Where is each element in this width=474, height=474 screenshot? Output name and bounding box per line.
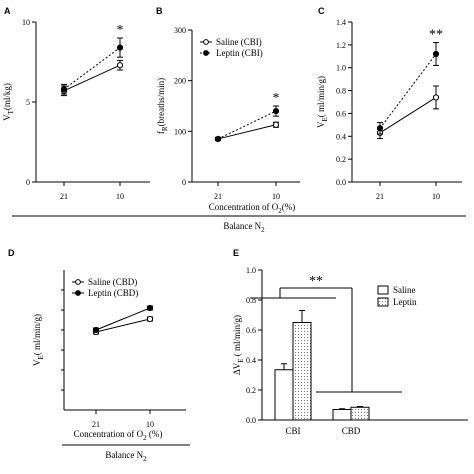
panel-d-series-0-line: [95, 318, 151, 333]
panel-b-y-tick-label: 0: [182, 178, 186, 187]
panel-d-x-tick-label: 10: [146, 420, 154, 429]
panel-b-x-tick-label: 21: [214, 192, 222, 201]
panel-a-y-label: VT(ml/kg): [2, 83, 15, 121]
panel-b-y-tick-label: 200: [174, 77, 186, 86]
panel-a-y-tick-label: 0: [26, 178, 30, 187]
panel-label-e: E: [233, 248, 239, 258]
panel-d-x-tick-label: 21: [92, 420, 100, 429]
balance-label-d: Balance N2: [105, 450, 147, 463]
panel-a-series-1-point: [60, 86, 68, 93]
panel-e-y-tick-label: 0.8: [246, 296, 256, 305]
panel-e-bar-leptin: [350, 406, 370, 421]
panel-d-x-label: Concentration of O2 (%): [74, 429, 163, 442]
panel-label-a: A: [4, 6, 11, 16]
panel-d-y-label: VE( ml/min/g): [32, 314, 45, 366]
panel-b-series-1-point: [272, 107, 280, 115]
panel-c-y-tick-label: 0.0: [336, 178, 346, 187]
panel-e-y-tick-label: 0.0: [246, 416, 256, 425]
panel-e-legend-swatch: [377, 297, 389, 307]
panel-b-chart: 0 100 200 300 21 10 fR(breaths/min) * Saline (CB…: [156, 26, 300, 201]
panel-a-y-tick-label: 5: [26, 98, 30, 107]
panel-c-y-tick-label: 0.4: [336, 132, 346, 141]
panel-c-y-tick-label: 1.4: [336, 18, 346, 27]
panel-a-significance: *: [117, 23, 124, 38]
shared-x-label: Concentration of O2(%): [209, 202, 295, 215]
panel-a-series-1-line: [63, 47, 121, 90]
panel-e-legend-label: Leptin: [393, 297, 417, 307]
panel-e-significance: **: [309, 274, 323, 289]
panel-c-series-1-point: [376, 125, 384, 132]
panel-b-y-label: fR(breaths/min): [156, 78, 169, 134]
panel-e-y-tick-label: 0.2: [246, 386, 256, 395]
panel-d-series-1-point: [146, 304, 154, 312]
panel-a-series-1-point: [116, 44, 124, 51]
panel-e-legend-label: Saline: [393, 285, 416, 295]
panel-c-y-label: VE( ml/min/g): [316, 76, 329, 128]
panel-label-c: C: [318, 6, 325, 16]
panel-a-x-tick-label: 10: [116, 192, 124, 201]
panel-e-bar-leptin: [292, 322, 312, 421]
panel-c-y-tick-label: 1.0: [336, 64, 346, 73]
panel-b-legend-marker: [203, 39, 209, 45]
panel-b-legend-label: Leptin (CBI): [216, 48, 263, 58]
panel-a-x-tick-label: 21: [60, 192, 68, 201]
panel-e-y-tick-label: 0.6: [246, 326, 256, 335]
panel-b-series-1-point: [214, 135, 222, 143]
panel-d-legend-label: Leptin (CBD): [88, 288, 138, 298]
panel-label-b: B: [156, 6, 163, 16]
panel-a-chart: 0 5 10 21 10 VT(ml/kg) *: [2, 18, 150, 201]
panel-a-y-tick-label: 10: [22, 18, 30, 27]
panel-b-y-tick-label: 300: [174, 26, 186, 35]
panel-e-y-tick-label: 0.4: [246, 356, 256, 365]
panel-c-x-tick-label: 10: [432, 192, 440, 201]
panel-c-y-tick-label: 0.2: [336, 155, 346, 164]
panel-b-series-0-point: [272, 121, 280, 128]
panel-e-x-tick-label: CBI: [285, 426, 300, 436]
panel-c-series-1-line: [379, 53, 437, 129]
balance-label-top: Balance N2: [223, 221, 265, 234]
panel-c-y-tick-label: 1.2: [336, 41, 346, 50]
panel-e-y-label: ΔVE ( ml/min/g): [232, 315, 245, 375]
panel-d-legend-marker: [75, 279, 81, 285]
panel-a-series-0-line: [63, 64, 121, 92]
panel-d-series-1-line: [95, 307, 151, 331]
panel-b-series-1-line: [217, 110, 277, 140]
panel-e-legend-swatch: [377, 285, 389, 295]
panel-e-y-tick-label: 1.0: [246, 266, 256, 275]
panel-d-legend-marker: [75, 290, 81, 296]
panel-e-bar-saline: [332, 409, 352, 421]
panel-c-significance: **: [429, 28, 443, 43]
panel-c-series-0-line: [379, 97, 437, 134]
panel-c-series-0-point: [432, 94, 440, 101]
panel-c-y-tick-label: 0.8: [336, 87, 346, 96]
panel-b-legend-label: Saline (CBI): [216, 37, 262, 47]
panel-e-chart: 0.0 0.2 0.4 0.6 0.8 1.0 ΔVE ( ml/min/g) CBI CBD *…: [232, 266, 468, 436]
panel-b-y-tick-label: 100: [174, 127, 186, 136]
panel-label-d: D: [8, 248, 15, 258]
panel-d-chart: 21 10 VE( ml/min/g) Saline (CBD)Leptin (CBD…: [32, 270, 186, 429]
panel-e-bar-saline: [274, 369, 294, 421]
panel-b-significance: *: [273, 91, 280, 106]
panel-d-series-1-point: [92, 326, 100, 334]
panel-b-legend-marker: [203, 50, 209, 56]
panel-d-legend-label: Saline (CBD): [88, 277, 137, 287]
panel-b-x-tick-label: 10: [272, 192, 280, 201]
panel-d-series-0-point: [146, 315, 154, 323]
panel-e-x-tick-label: CBD: [342, 426, 361, 436]
panel-a-series-0-point: [116, 62, 124, 69]
panel-c-chart: 0.0 0.2 0.4 0.6 0.8 1.0 1.2 1.4 21 10 VE( ml/min/g…: [316, 18, 462, 201]
panel-c-series-1-point: [432, 50, 440, 58]
panel-c-y-tick-label: 0.6: [336, 109, 346, 118]
panel-b-series-0-line: [217, 124, 277, 140]
panel-c-x-tick-label: 21: [376, 192, 384, 201]
